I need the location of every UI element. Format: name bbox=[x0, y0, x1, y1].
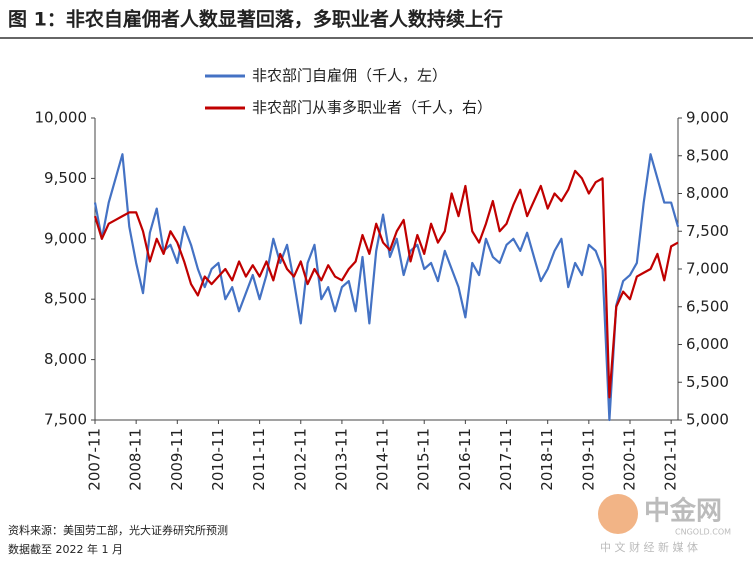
legend-label: 非农部门自雇佣（千人，左） bbox=[252, 67, 447, 85]
x-tick-label: 2018-11 bbox=[538, 428, 556, 491]
series-line bbox=[93, 169, 679, 399]
x-tick-label: 2015-11 bbox=[415, 428, 433, 491]
source: 资料来源：美国劳工部，光大证券研究所预测 bbox=[8, 523, 228, 537]
x-tick-label: 2008-11 bbox=[127, 428, 145, 491]
note: 数据截至 2022 年 1 月 bbox=[8, 542, 123, 556]
x-tick-label: 2013-11 bbox=[332, 428, 350, 491]
x-tick-label: 2009-11 bbox=[168, 428, 186, 491]
watermark-sub: CNGOLD.COM bbox=[675, 528, 731, 537]
x-tick-label: 2019-11 bbox=[579, 428, 597, 491]
y-tick-label: 7,500 bbox=[44, 411, 87, 429]
y-tick-label: 8,500 bbox=[44, 290, 87, 308]
x-tick-label: 2016-11 bbox=[456, 428, 474, 491]
y2-tick-label: 6,500 bbox=[686, 297, 729, 315]
x-tick-label: 2012-11 bbox=[291, 428, 309, 491]
y2-tick-label: 8,500 bbox=[686, 146, 729, 164]
y-tick-label: 9,500 bbox=[44, 169, 87, 187]
y2-tick-label: 5,000 bbox=[686, 411, 729, 429]
watermark-tag: 中 文 财 经 新 媒 体 bbox=[600, 540, 698, 554]
watermark: 中金网 bbox=[644, 496, 722, 527]
watermark-logo bbox=[598, 494, 638, 534]
x-tick-label: 2014-11 bbox=[374, 428, 392, 491]
y2-tick-label: 9,000 bbox=[686, 109, 729, 127]
y2-tick-label: 8,000 bbox=[686, 184, 729, 202]
y2-tick-label: 6,000 bbox=[686, 335, 729, 353]
legend-label: 非农部门从事多职业者（千人，右） bbox=[252, 99, 492, 117]
x-tick-label: 2010-11 bbox=[209, 428, 227, 491]
series-line bbox=[93, 153, 680, 422]
y-tick-label: 9,000 bbox=[44, 229, 87, 247]
x-tick-label: 2017-11 bbox=[497, 428, 515, 491]
y2-tick-label: 7,500 bbox=[686, 222, 729, 240]
y2-tick-label: 5,500 bbox=[686, 373, 729, 391]
x-tick-label: 2007-11 bbox=[86, 428, 104, 491]
x-tick-label: 2021-11 bbox=[662, 428, 680, 491]
y2-tick-label: 7,000 bbox=[686, 260, 729, 278]
y-tick-label: 8,000 bbox=[44, 350, 87, 368]
x-tick-label: 2011-11 bbox=[250, 428, 268, 491]
x-tick-label: 2020-11 bbox=[620, 428, 638, 491]
chart-title: 图 1：非农自雇佣者人数显著回落，多职业者人数持续上行 bbox=[8, 8, 503, 31]
y-tick-label: 10,000 bbox=[35, 109, 88, 127]
